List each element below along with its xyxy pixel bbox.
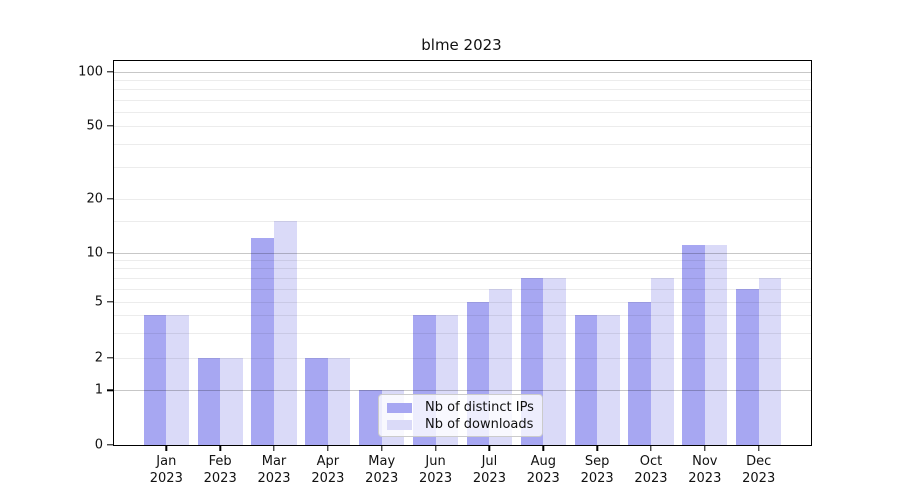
x-tick-mark	[596, 446, 598, 452]
x-tick-label: May 2023	[365, 454, 399, 486]
bar-downloads	[327, 357, 351, 445]
x-tick-mark	[757, 446, 760, 452]
y-tick-label: 50	[86, 118, 103, 134]
x-tick-label: Jan 2023	[149, 454, 183, 486]
x-tick-mark	[327, 446, 329, 452]
y-tick-mark	[106, 389, 113, 392]
x-tick-mark	[542, 446, 544, 452]
x-tick-label: Sep 2023	[580, 454, 614, 486]
x-tick-label: Jul 2023	[472, 454, 506, 486]
bar-downloads	[274, 221, 297, 445]
x-tick-mark	[381, 446, 383, 452]
legend-swatch-downloads	[387, 419, 412, 430]
x-tick-label: Nov 2023	[688, 454, 722, 486]
x-tick-label: Apr 2023	[311, 454, 345, 486]
x-tick-mark	[434, 446, 437, 452]
legend-label-distinct-ips: Nb of distinct IPs	[425, 400, 534, 415]
bar-downloads	[543, 277, 566, 445]
bar-distinct-ips	[251, 238, 275, 445]
legend-swatch-distinct-ips	[387, 402, 412, 413]
y-tick-mark	[106, 198, 113, 200]
y-tick-label: 100	[78, 64, 103, 80]
bar-distinct-ips	[143, 315, 167, 445]
x-tick-mark	[165, 446, 168, 452]
chart-title: blme 2023	[421, 36, 502, 54]
bar-distinct-ips	[736, 288, 759, 445]
y-tick-mark	[106, 444, 113, 446]
legend: Nb of distinct IPs Nb of downloads	[378, 394, 543, 437]
plot-area: 100 50 20 10 5 2 1 0 Jan 2023 Feb 2023 Mar 2023 Apr…	[78, 60, 812, 486]
y-tick-mark	[106, 300, 113, 303]
y-tick-mark	[106, 357, 113, 359]
x-tick-mark	[488, 446, 491, 452]
y-tick-label: 0	[94, 437, 103, 453]
bar-distinct-ips	[628, 301, 651, 445]
x-tick-mark	[219, 446, 221, 452]
bar-downloads	[758, 277, 782, 445]
y-tick-label: 1	[94, 382, 103, 398]
x-tick-mark	[273, 446, 275, 452]
bar-downloads	[220, 357, 243, 445]
y-tick-mark	[106, 71, 113, 73]
legend-label-downloads: Nb of downloads	[425, 417, 534, 432]
bar-downloads	[597, 315, 620, 445]
x-tick-label: Aug 2023	[526, 454, 560, 486]
legend-row-distinct-ips: Nb of distinct IPs	[387, 399, 535, 416]
bar-distinct-ips	[682, 245, 705, 445]
bar-distinct-ips	[305, 357, 328, 445]
x-tick-label: Jun 2023	[419, 454, 453, 486]
x-tick-mark	[650, 446, 652, 452]
bar-distinct-ips	[574, 315, 598, 445]
bar-downloads	[166, 315, 189, 445]
bar-distinct-ips	[197, 357, 221, 445]
y-tick-mark	[106, 125, 113, 127]
x-tick-label: Mar 2023	[257, 454, 291, 486]
bar-downloads	[704, 245, 728, 445]
x-tick-label: Feb 2023	[203, 454, 237, 486]
bar-distinct-ips	[359, 390, 382, 445]
y-tick-label: 5	[94, 294, 103, 310]
x-tick-mark	[704, 446, 706, 452]
x-tick-label: Dec 2023	[742, 454, 776, 486]
y-tick-label: 10	[86, 245, 103, 260]
y-tick-label: 2	[94, 350, 103, 366]
bar-downloads	[650, 277, 674, 445]
y-tick-label: 20	[86, 191, 103, 207]
ticks-layer: 100 50 20 10 5 2 1 0 Jan 2023 Feb 2023 Mar 2023 Apr…	[78, 61, 811, 485]
legend-row-downloads: Nb of downloads	[387, 416, 535, 433]
y-tick-mark	[106, 251, 113, 254]
x-tick-label: Oct 2023	[634, 454, 668, 486]
